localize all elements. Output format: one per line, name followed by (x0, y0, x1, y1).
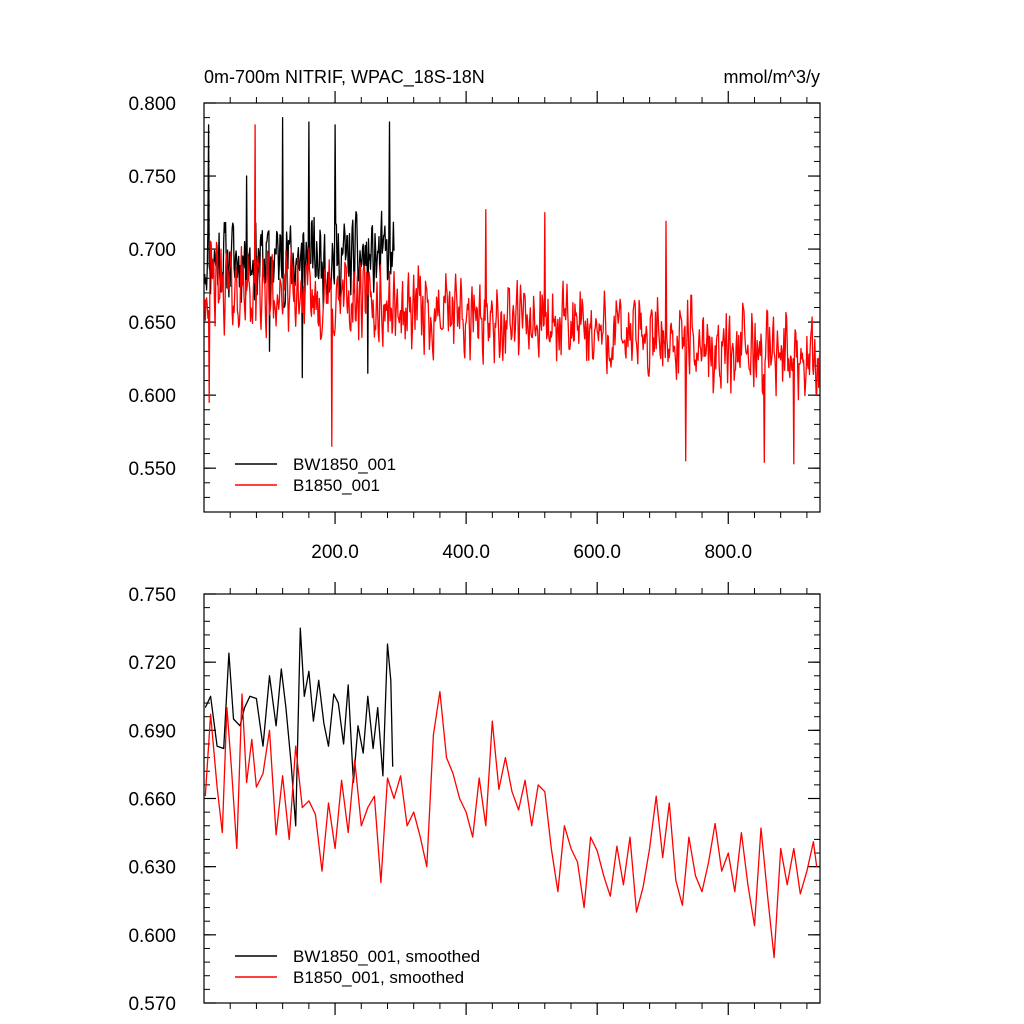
series-line-1 (204, 691, 818, 959)
chart-units-label: mmol/m^3/y (724, 67, 820, 87)
series-line-1 (204, 124, 820, 465)
y-tick-label: 0.690 (128, 721, 176, 742)
series-line-0 (204, 116, 395, 379)
y-tick-label: 0.750 (128, 585, 176, 606)
x-tick-label: 600.0 (573, 542, 621, 563)
x-tick-label: 800.0 (704, 542, 752, 563)
y-tick-label: 0.570 (128, 994, 176, 1015)
x-tick-label: 400.0 (442, 542, 490, 563)
y-tick-label: 0.600 (128, 926, 176, 947)
chart-title: 0m-700m NITRIF, WPAC_18S-18N (204, 67, 485, 88)
x-tick-label: 200.0 (311, 542, 359, 563)
y-tick-label: 0.720 (128, 653, 176, 674)
y-tick-label: 0.800 (128, 94, 176, 115)
bottom-panel: 0.570 0.600 0.630 0.660 0.690 0.720 0.750 BW185… (128, 582, 821, 1015)
y-tick-label: 0.660 (128, 790, 176, 811)
y-tick-label: 0.700 (128, 240, 176, 261)
y-tick-label: 0.750 (128, 167, 176, 188)
legend-label: BW1850_001, smoothed (293, 947, 480, 966)
y-tick-label: 0.550 (128, 459, 176, 480)
y-tick-label: 0.650 (128, 313, 176, 334)
y-tick-label: 0.630 (128, 858, 176, 879)
top-panel: 0m-700m NITRIF, WPAC_18S-18N mmol/m^3/y … (128, 67, 821, 563)
legend-label: BW1850_001 (293, 455, 396, 474)
y-tick-label: 0.600 (128, 386, 176, 407)
legend-label: B1850_001 (293, 476, 380, 495)
legend-label: B1850_001, smoothed (293, 968, 464, 987)
